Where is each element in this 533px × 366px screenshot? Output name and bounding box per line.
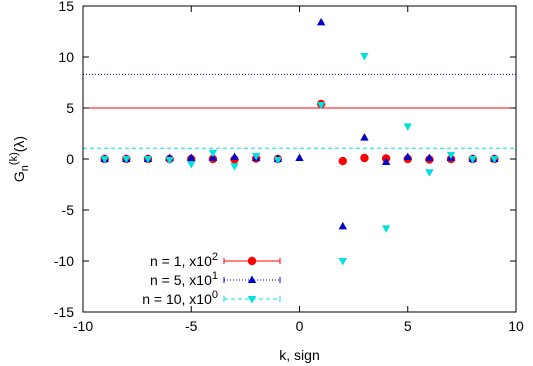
series-n-5-x10-1	[100, 17, 499, 230]
x-tick-label: 10	[508, 318, 524, 334]
data-point	[425, 153, 434, 161]
legend-label: n = 5, x101	[150, 270, 218, 288]
data-point	[360, 133, 369, 141]
data-point	[468, 156, 477, 164]
data-point	[446, 151, 456, 160]
axis-ticks	[82, 5, 517, 313]
data-point	[252, 152, 261, 161]
data-point	[187, 161, 196, 169]
data-point	[490, 156, 499, 164]
data-point	[230, 163, 239, 171]
y-tick-label: 0	[66, 151, 74, 167]
legend-item-n-10-x10-0: n = 10, x100	[142, 289, 281, 307]
x-tick-label: -10	[73, 318, 93, 334]
x-tick-label: 5	[404, 318, 412, 334]
data-point	[425, 169, 434, 177]
data-point	[230, 152, 239, 160]
legend-marker	[247, 256, 257, 266]
y-tick-label: -5	[62, 202, 75, 218]
data-point	[338, 221, 347, 230]
x-axis-title: k, sign	[279, 347, 319, 363]
data-point	[360, 52, 369, 61]
data-point	[381, 225, 391, 233]
data-point	[360, 153, 369, 163]
data-point	[100, 156, 109, 164]
y-tick-label: 10	[58, 49, 74, 65]
legend-label: n = 10, x100	[142, 289, 218, 307]
data-point	[143, 156, 153, 164]
data-point	[316, 101, 326, 110]
legend-item-n-5-x10-1: n = 5, x101	[150, 270, 281, 288]
x-tick-label: -5	[185, 318, 198, 334]
data-point	[381, 157, 391, 166]
data-point	[338, 258, 347, 266]
y-tick-label: -10	[54, 253, 74, 269]
data-point	[122, 156, 131, 164]
y-tick-label: -15	[54, 304, 74, 320]
y-axis-title: Gn(k)(λ)	[8, 136, 31, 182]
legend-marker	[247, 275, 257, 283]
y-tick-label: 5	[66, 100, 74, 116]
data-point	[316, 17, 326, 26]
data-point	[403, 123, 412, 131]
x-tick-label: 0	[296, 318, 304, 334]
data-point	[403, 152, 412, 160]
legend-label: n = 1, x102	[150, 251, 218, 269]
data-point	[273, 157, 283, 165]
data-point	[338, 156, 347, 166]
series-n-10-x10-0	[100, 52, 499, 266]
reference-lines	[83, 73, 516, 149]
data-point	[165, 157, 174, 165]
data-point	[208, 149, 218, 158]
legend-item-n-1-x10-2: n = 1, x102	[150, 251, 281, 269]
y-tick-label: 15	[58, 0, 74, 14]
data-markers	[100, 17, 499, 266]
legend-marker	[247, 296, 257, 304]
data-point	[187, 153, 196, 161]
data-point	[295, 153, 304, 161]
